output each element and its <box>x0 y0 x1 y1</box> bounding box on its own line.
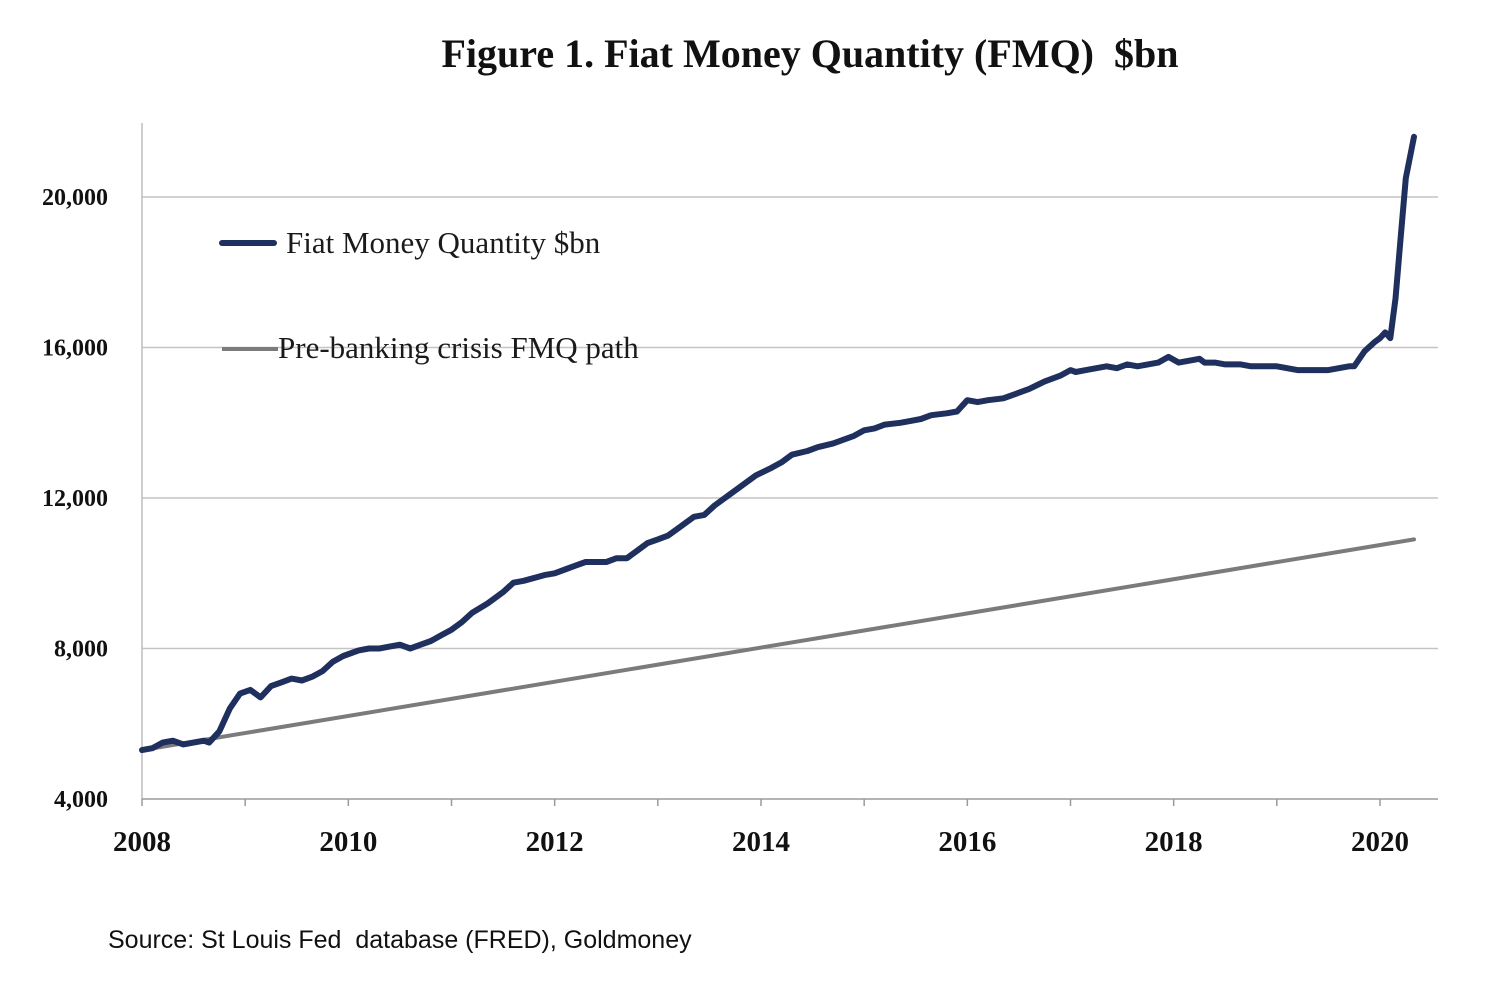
legend-label-prebanking: Pre-banking crisis FMQ path <box>278 330 639 365</box>
axes <box>141 123 1438 800</box>
chart-title: Figure 1. Fiat Money Quantity (FMQ) $bn <box>441 31 1179 76</box>
series-line-prebanking <box>140 537 1416 753</box>
x-tick-label: 2014 <box>732 826 790 858</box>
x-tick-label: 2008 <box>113 826 171 858</box>
series-line-fmq <box>139 133 1417 754</box>
y-axis-ticks: 4,000 8,000 12,000 16,000 20,000 <box>42 185 108 813</box>
source-note: Source: St Louis Fed database (FRED), Go… <box>108 926 692 954</box>
y-tick-label: 4,000 <box>54 787 108 813</box>
x-tick-label: 2018 <box>1145 826 1203 858</box>
x-tick-label: 2016 <box>938 826 996 858</box>
y-tick-label: 16,000 <box>42 336 108 362</box>
x-axis-ticks: 2008 2010 2012 2014 2016 2018 2020 <box>113 799 1409 858</box>
y-tick-label: 8,000 <box>54 637 108 663</box>
x-tick-label: 2010 <box>319 826 377 858</box>
y-tick-label: 20,000 <box>42 185 108 211</box>
y-tick-label: 12,000 <box>42 486 108 512</box>
gridlines <box>142 196 1438 650</box>
x-tick-label: 2012 <box>526 826 584 858</box>
series-layer <box>139 133 1417 754</box>
legend-label-fmq: Fiat Money Quantity $bn <box>286 225 601 260</box>
legend: Fiat Money Quantity $bn Pre-banking cris… <box>219 225 639 365</box>
x-tick-label: 2020 <box>1351 826 1409 858</box>
